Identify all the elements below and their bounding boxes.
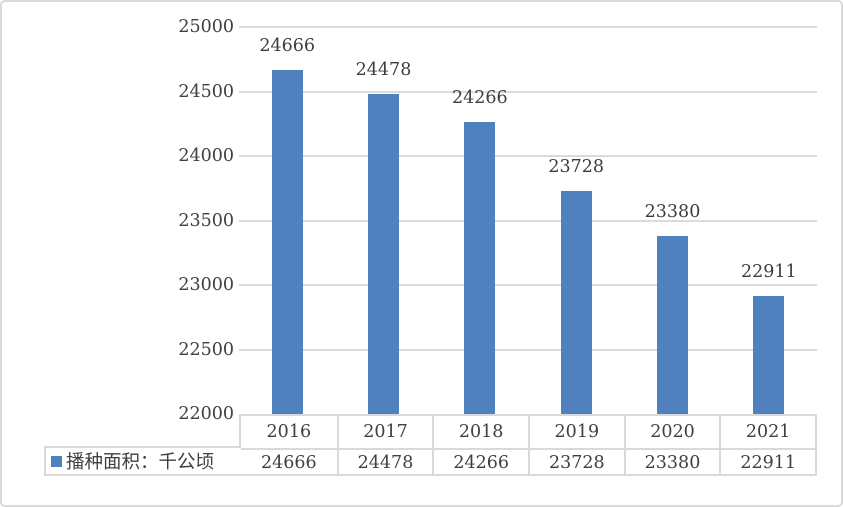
y-tick-label-25000: 25000 bbox=[178, 17, 234, 37]
table-year-2016: 2016 bbox=[266, 422, 312, 442]
bar-2017 bbox=[368, 94, 399, 414]
table-year-2021: 2021 bbox=[719, 416, 815, 448]
gridline-23000 bbox=[239, 284, 817, 286]
bar-value-label-2017: 24478 bbox=[355, 60, 412, 81]
table-value-2018: 24266 bbox=[432, 448, 528, 476]
legend-label: 播种面积：千公顷 bbox=[66, 452, 215, 473]
legend-cell: 播种面积：千公顷 bbox=[44, 446, 241, 476]
bar-2018 bbox=[464, 121, 496, 414]
gridline-22500 bbox=[239, 348, 817, 351]
table-year-2017: 2017 bbox=[336, 416, 433, 448]
y-tick-label-23500: 23500 bbox=[178, 210, 234, 231]
bar-value-label-2020: 23380 bbox=[644, 201, 701, 222]
y-tick-label-24500: 24500 bbox=[178, 81, 234, 102]
table-value-2021: 22911 bbox=[719, 448, 815, 476]
table-value-2016: 24666 bbox=[241, 448, 337, 476]
table-value-2019: 23728 bbox=[527, 448, 624, 476]
table-year-2018: 2018 bbox=[432, 416, 528, 448]
bar-value-label-2019: 23728 bbox=[548, 157, 604, 178]
y-tick-label-24000: 24000 bbox=[178, 146, 234, 166]
gridline-23500 bbox=[239, 219, 817, 222]
table-value-2020: 23380 bbox=[623, 448, 720, 476]
legend-marker-icon bbox=[51, 455, 62, 467]
bar-value-label-2018: 24266 bbox=[451, 87, 508, 108]
y-tick-label-22500: 22500 bbox=[178, 339, 234, 360]
bar-value-label-2021: 22911 bbox=[740, 262, 797, 283]
bar-2020 bbox=[657, 235, 688, 414]
bar-2016 bbox=[271, 70, 303, 414]
gridline-24000 bbox=[239, 155, 817, 157]
y-tick-label-23000: 23000 bbox=[178, 275, 234, 295]
table-year-2020: 2020 bbox=[623, 416, 720, 448]
bar-2021 bbox=[753, 296, 785, 414]
gridline-25000 bbox=[239, 26, 817, 28]
data-table: 2016 2017 2018 2019 2020 2021 24666 24478 24266 2… bbox=[239, 414, 817, 476]
gridline-24500 bbox=[239, 90, 817, 93]
table-value-2017: 24478 bbox=[336, 448, 433, 476]
y-tick-label-22000: 22000 bbox=[178, 404, 234, 424]
bar-2019 bbox=[560, 191, 592, 414]
table-year-2019: 2019 bbox=[527, 416, 624, 448]
bar-value-label-2016: 24666 bbox=[259, 36, 315, 57]
